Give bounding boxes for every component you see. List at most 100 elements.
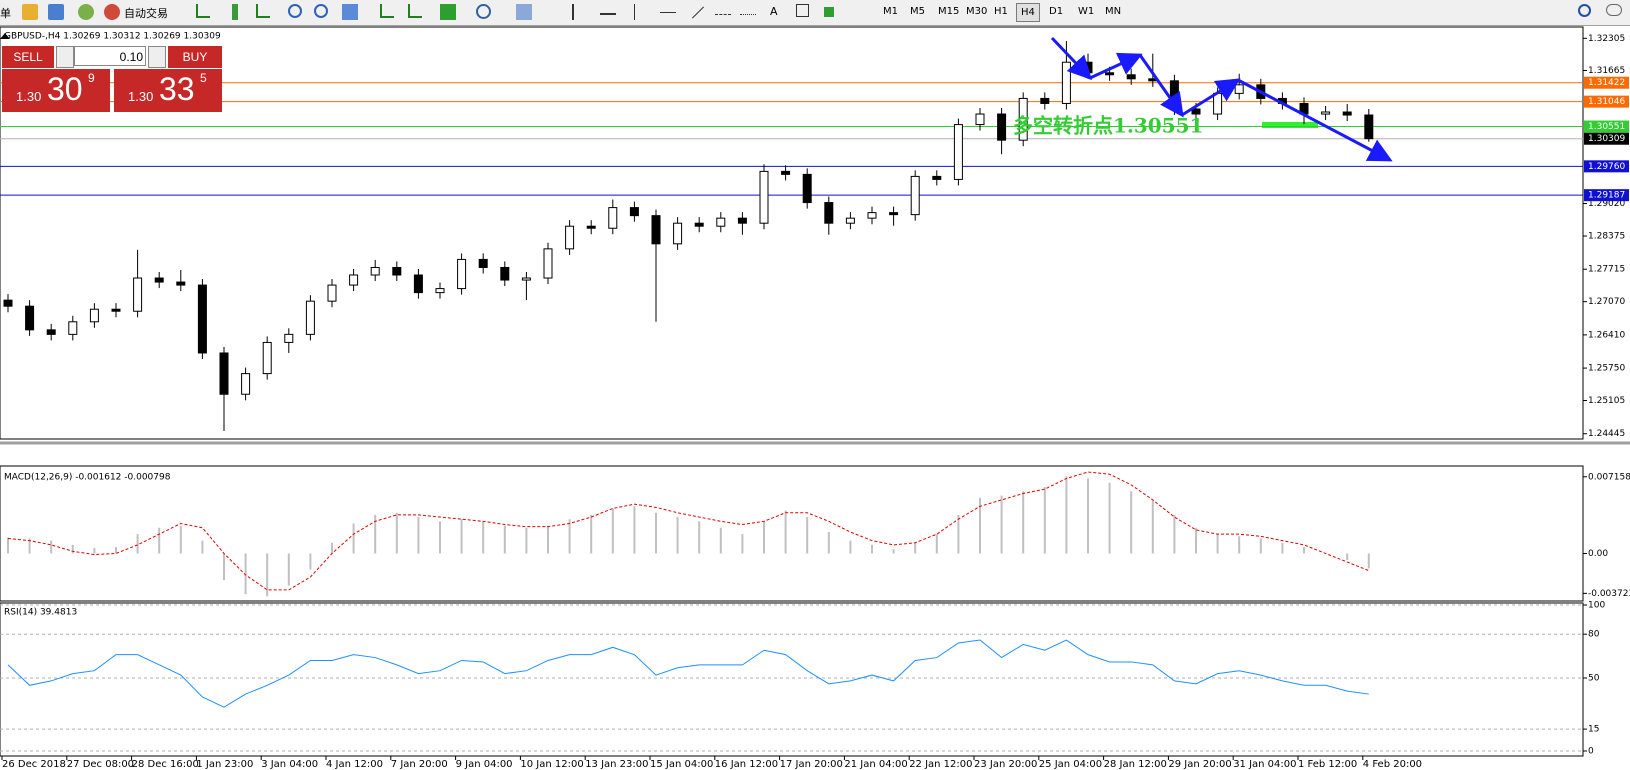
candle-body — [759, 170, 769, 224]
y-tick-label: -0.003723 — [1588, 589, 1630, 599]
timeframe-button[interactable]: M1 — [883, 6, 898, 17]
main-frame — [0, 26, 1584, 440]
toolbar-icon[interactable] — [740, 4, 756, 15]
candle-body — [1061, 61, 1071, 104]
timeframe-button[interactable]: MN — [1105, 6, 1122, 17]
lot-up[interactable] — [148, 46, 166, 68]
price-level-label: 1.30309 — [1588, 134, 1625, 144]
y-tick-label: 1.31665 — [1588, 66, 1625, 76]
candle-body — [1040, 97, 1050, 104]
x-tick-label: 21 Jan 04:00 — [844, 759, 907, 770]
timeframe-button[interactable]: H4 — [1016, 3, 1040, 22]
y-tick-label: 15 — [1588, 725, 1599, 735]
panel-title: MACD(12,26,9) -0.001612 -0.000798 — [4, 473, 171, 483]
buy-button[interactable]: BUY — [168, 46, 222, 68]
candle-body — [1342, 111, 1352, 116]
sell-price[interactable]: 1.30 30 9 — [2, 69, 110, 112]
candle-body — [694, 222, 704, 227]
price-level-tag — [1584, 189, 1629, 202]
toolbar-icon[interactable] — [22, 4, 38, 20]
toolbar-icon[interactable] — [314, 4, 328, 18]
candle-body — [500, 266, 510, 281]
toolbar-icon[interactable] — [78, 4, 94, 20]
collapse-icon[interactable] — [0, 33, 10, 39]
candle-body — [305, 300, 315, 335]
candle-body — [543, 248, 553, 279]
timeframe-button[interactable]: M5 — [910, 6, 925, 17]
chat-icon[interactable] — [1606, 4, 1622, 16]
y-tick-label: 1.25750 — [1588, 364, 1625, 374]
candle-body — [111, 308, 121, 312]
toolbar-icon[interactable] — [48, 4, 64, 20]
candle-body — [197, 284, 207, 354]
candle-body — [824, 202, 834, 224]
timeframe-button[interactable]: W1 — [1078, 6, 1095, 17]
candle-body — [176, 281, 186, 286]
toolbar-icon[interactable] — [600, 12, 616, 15]
candle-body — [435, 288, 445, 294]
candle-body — [413, 274, 423, 294]
timeframe-button[interactable]: M30 — [966, 6, 988, 17]
candle-body — [1105, 72, 1115, 76]
toolbar-icon[interactable] — [288, 4, 302, 18]
timeframe-button[interactable]: M15 — [938, 6, 960, 17]
timeframe-button[interactable]: H1 — [994, 6, 1008, 17]
fraction: 9 — [88, 71, 95, 85]
auto-trade[interactable]: 自动交易 — [124, 7, 168, 20]
y-tick-label: 1.26410 — [1588, 330, 1625, 340]
toolbar-icon[interactable] — [476, 4, 491, 19]
toolbar-icon[interactable] — [232, 4, 238, 20]
candle-body — [219, 352, 229, 395]
rsi-line — [7, 639, 1369, 708]
search-icon[interactable] — [1578, 4, 1591, 17]
y-tick-label: 1.28375 — [1588, 232, 1625, 242]
toolbar-icon[interactable] — [634, 4, 635, 20]
lot-size[interactable]: 0.10 — [74, 46, 146, 66]
new-order-label[interactable]: 单 — [0, 7, 11, 20]
candle-body — [737, 217, 747, 224]
toolbar-icon[interactable] — [660, 12, 676, 13]
y-tick-label: 0 — [1588, 747, 1594, 757]
candle-body — [953, 124, 963, 180]
toolbar-icon[interactable] — [380, 4, 394, 18]
candle-body — [1191, 108, 1201, 115]
fraction: 5 — [200, 71, 207, 85]
buy-price[interactable]: 1.30 33 5 — [114, 69, 222, 112]
toolbar-icon[interactable] — [104, 4, 120, 20]
x-tick-label: 31 Jan 04:00 — [1233, 759, 1296, 770]
panel-title: GBPUSD-,H4 1.30269 1.30312 1.30269 1.303… — [4, 32, 221, 42]
toolbar-icon[interactable] — [516, 4, 532, 20]
toolbar-icon[interactable] — [196, 4, 210, 18]
x-tick-label: 1 Feb 12:00 — [1298, 759, 1357, 770]
big-figure: 1.30 — [16, 89, 42, 104]
text-tool[interactable]: A — [770, 5, 778, 18]
annotation: 多空转折点1.30551 — [1013, 114, 1203, 138]
y-tick-label: 50 — [1588, 674, 1600, 684]
toolbar-icon[interactable] — [440, 4, 456, 20]
y-tick-label: 0.00 — [1588, 549, 1608, 559]
candle-body — [867, 212, 877, 219]
toolbar-icon[interactable] — [408, 4, 422, 18]
arrow — [1237, 78, 1393, 162]
price-level-label: 1.29187 — [1588, 191, 1625, 201]
timeframe-button[interactable]: D1 — [1049, 6, 1064, 17]
toolbar-icon[interactable] — [691, 6, 705, 19]
lot-down[interactable] — [56, 46, 74, 68]
toolbar-icon[interactable] — [715, 4, 731, 15]
toolbar-icon[interactable] — [796, 4, 809, 17]
x-tick-label: 25 Jan 04:00 — [1039, 759, 1102, 770]
toolbar-icon[interactable] — [572, 4, 574, 20]
toolbar-icon[interactable] — [342, 4, 358, 20]
y-tick-label: 1.24445 — [1588, 429, 1625, 439]
candle-body — [1321, 111, 1331, 115]
sell-button[interactable]: SELL — [2, 46, 54, 68]
candle-body — [845, 217, 855, 224]
y-tick-label: 100 — [1588, 601, 1605, 611]
x-tick-label: 28 Jan 12:00 — [1104, 759, 1167, 770]
price-level-tag — [1584, 160, 1629, 173]
one-click-trading: SELL 0.10 BUY 1.30 30 9 1.30 33 5 — [2, 46, 222, 112]
candle-body — [781, 170, 791, 175]
toolbar-icon[interactable] — [824, 7, 834, 17]
candle-body — [889, 212, 899, 216]
toolbar-icon[interactable] — [256, 4, 270, 18]
